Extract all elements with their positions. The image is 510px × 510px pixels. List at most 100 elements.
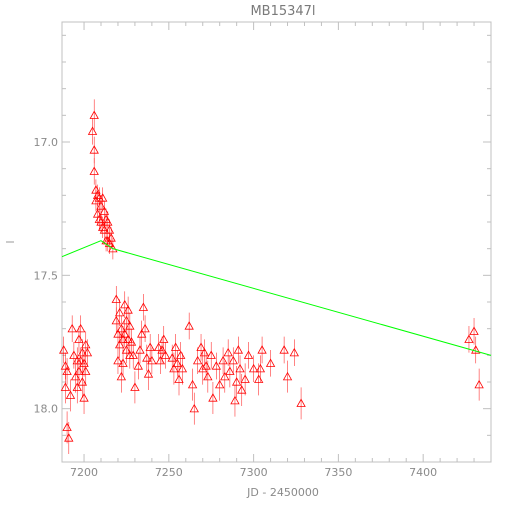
data-point — [60, 382, 71, 391]
data-point — [87, 126, 98, 135]
data-point — [59, 345, 69, 354]
data-point — [248, 363, 259, 373]
data-point — [72, 382, 82, 391]
data-point — [64, 433, 74, 442]
x-tick-label: 7300 — [240, 466, 268, 479]
data-point — [62, 422, 72, 431]
data-point — [223, 347, 233, 357]
data-point — [137, 329, 147, 338]
data-point — [130, 382, 140, 391]
y-tick-label: 18.0 — [34, 403, 59, 416]
data-point — [126, 337, 137, 346]
data-point — [79, 393, 89, 402]
data-point — [99, 225, 110, 234]
data-point — [220, 371, 230, 381]
data-point — [240, 374, 250, 383]
data-point — [133, 361, 143, 370]
data-point — [120, 299, 130, 309]
data-point — [96, 201, 106, 210]
data-point — [237, 385, 247, 394]
data-point — [113, 329, 123, 338]
data-point — [143, 369, 154, 378]
data-point — [111, 294, 121, 303]
data-point — [153, 342, 164, 351]
data-point — [167, 353, 177, 362]
data-point — [106, 233, 116, 242]
data-point — [140, 323, 150, 333]
data-point — [211, 361, 221, 370]
data-point — [89, 166, 99, 175]
data-point — [469, 326, 479, 335]
data-point — [254, 374, 264, 383]
data-point — [187, 379, 198, 389]
data-point — [172, 358, 182, 367]
data-point — [174, 374, 184, 383]
model-line — [61, 240, 492, 356]
plot-frame — [61, 21, 492, 463]
data-point — [155, 355, 166, 365]
data-point — [91, 195, 101, 205]
data-point — [116, 323, 127, 333]
data-point — [91, 185, 101, 194]
x-tick-label: 7250 — [155, 466, 183, 479]
data-point — [471, 345, 481, 354]
data-point — [145, 342, 155, 351]
data-point — [218, 355, 228, 365]
data-point — [74, 334, 84, 343]
axis-ticks: 7200 7250 7300 7350 7400 17.0 17.5 18.0 — [34, 22, 492, 479]
data-point — [98, 193, 108, 202]
data-point — [60, 361, 71, 370]
data-point — [108, 243, 118, 253]
data-point — [189, 403, 199, 413]
data-point — [201, 361, 211, 370]
data-point — [121, 315, 132, 325]
data-point — [265, 358, 276, 367]
data-point — [118, 334, 128, 343]
data-point — [231, 377, 242, 386]
x-tick-label: 7350 — [324, 466, 352, 479]
data-point — [123, 305, 133, 314]
data-point — [77, 377, 88, 386]
data-point — [62, 366, 72, 375]
data-point — [203, 371, 213, 381]
data-point — [464, 334, 474, 343]
data-point — [184, 321, 194, 330]
data-point — [92, 209, 103, 218]
data-point — [192, 355, 203, 365]
data-point — [289, 347, 299, 357]
data-point — [111, 315, 121, 325]
x-tick-label: 7200 — [70, 466, 98, 479]
data-point — [128, 350, 138, 359]
data-point — [147, 355, 157, 365]
error-bars — [63, 99, 480, 454]
data-points — [59, 110, 484, 442]
data-point — [159, 334, 169, 343]
data-point — [157, 345, 167, 354]
data-point — [208, 393, 218, 402]
data-point — [282, 371, 293, 381]
data-point — [138, 302, 149, 311]
data-point — [116, 371, 127, 381]
data-point — [198, 363, 208, 373]
data-point — [103, 217, 113, 226]
data-point — [113, 355, 123, 365]
data-point — [123, 334, 133, 343]
x-tick-label: 7400 — [409, 466, 437, 479]
data-point — [296, 398, 306, 407]
y-tick-label: 17.5 — [34, 269, 59, 282]
data-point — [121, 345, 132, 354]
data-point — [77, 347, 88, 357]
data-point — [114, 307, 125, 317]
data-point — [206, 350, 216, 359]
data-point — [215, 379, 225, 389]
data-point — [75, 355, 86, 365]
data-point — [233, 345, 244, 354]
data-point — [170, 342, 181, 351]
data-point — [177, 363, 188, 373]
model-curve — [61, 240, 492, 356]
data-point — [160, 350, 171, 359]
data-point — [142, 353, 152, 362]
data-point — [74, 366, 84, 375]
data-point — [67, 323, 77, 333]
